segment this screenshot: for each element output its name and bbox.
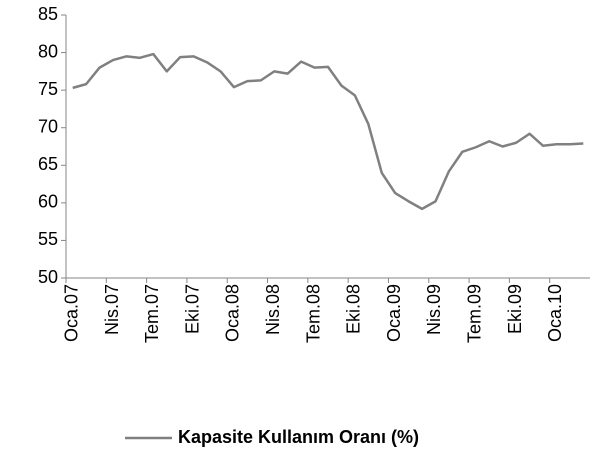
y-tick-label: 80 <box>38 41 58 61</box>
x-tick-label: Oca.07 <box>61 284 81 342</box>
x-tick-label: Nis.08 <box>263 284 283 335</box>
y-tick-label: 60 <box>38 192 58 212</box>
x-tick-label: Oca.10 <box>545 284 565 342</box>
legend-label: Kapasite Kullanım Oranı (%) <box>178 427 419 447</box>
data-line <box>72 52 584 211</box>
y-tick-label: 70 <box>38 116 58 136</box>
x-tick-label: Nis.07 <box>102 284 122 335</box>
y-tick-label: 50 <box>38 267 58 287</box>
y-tick-label: 75 <box>38 79 58 99</box>
y-tick-label: 85 <box>38 4 58 24</box>
x-tick-label: Nis.09 <box>424 284 444 335</box>
y-tick-label: 55 <box>38 229 58 249</box>
x-tick-label: Eki.07 <box>182 284 202 334</box>
x-tick-label: Oca.09 <box>384 284 404 342</box>
x-tick-label: Tem.07 <box>142 284 162 343</box>
y-tick-label: 65 <box>38 154 58 174</box>
x-tick-label: Oca.08 <box>223 284 243 342</box>
x-tick-label: Eki.08 <box>344 284 364 334</box>
x-tick-label: Eki.09 <box>505 284 525 334</box>
x-tick-label: Tem.08 <box>303 284 323 343</box>
x-tick-label: Tem.09 <box>465 284 485 343</box>
